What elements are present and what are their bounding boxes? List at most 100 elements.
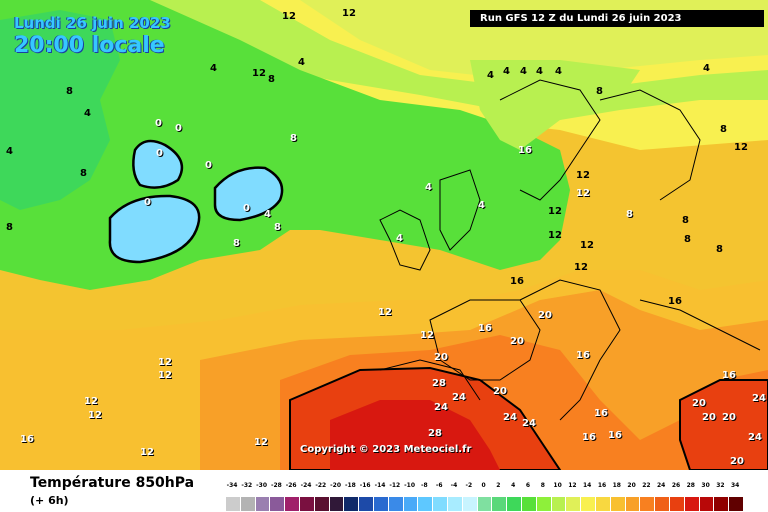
forecast-time: 20:00 locale	[14, 33, 165, 58]
contour-label: 0	[155, 118, 162, 129]
scale-tick-label: -34	[226, 482, 238, 489]
scale-swatch	[492, 497, 508, 511]
scale-tick-label: 20	[627, 482, 636, 489]
contour-label: 4	[520, 66, 527, 77]
contour-label: 28	[428, 428, 442, 439]
contour-label: 4	[6, 146, 13, 157]
contour-label: 8	[6, 222, 13, 233]
scale-swatch	[640, 497, 656, 511]
forecast-date: Lundi 26 juin 2023	[14, 14, 171, 32]
scale-swatch	[655, 497, 670, 511]
contour-label: 12	[282, 11, 296, 22]
contour-label: 8	[626, 209, 633, 220]
zone-east-hot	[679, 379, 768, 470]
contour-label: 12	[378, 307, 392, 318]
contour-label: 0	[144, 197, 151, 208]
contour-label: 4	[478, 200, 485, 211]
contour-label: 20	[538, 310, 552, 321]
contour-label: 8	[66, 86, 73, 97]
scale-tick-label: -10	[404, 482, 416, 489]
scale-tick-label: -24	[300, 482, 312, 489]
contour-label: 8	[290, 133, 297, 144]
contour-label: 8	[274, 222, 281, 233]
scale-swatch	[699, 497, 715, 511]
contour-label: 12	[158, 357, 172, 368]
contour-label: 12	[254, 437, 268, 448]
scale-tick-label: -30	[256, 482, 268, 489]
scale-swatch	[448, 497, 463, 511]
contour-label: 8	[80, 168, 87, 179]
contour-label: 12	[252, 68, 266, 79]
greenland-zone	[0, 10, 120, 210]
contour-label: 16	[478, 323, 492, 334]
scale-swatch	[596, 497, 611, 511]
scale-swatch	[684, 497, 700, 511]
scale-tick-label: -18	[344, 482, 356, 489]
scale-swatch	[610, 497, 626, 511]
scale-swatch	[536, 497, 552, 511]
model-run-label: Run GFS 12 Z du Lundi 26 juin 2023	[470, 10, 764, 27]
scale-swatch	[566, 497, 582, 511]
contour-label: 4	[396, 233, 403, 244]
contour-label: 24	[434, 402, 448, 413]
scale-tick-label: 26	[671, 482, 681, 489]
contour-label: 16	[668, 296, 682, 307]
scale-tick-label: 12	[568, 482, 577, 489]
scale-swatch	[374, 497, 389, 511]
scale-tick-label: 14	[583, 482, 592, 489]
scale-tick-label: -2	[465, 482, 473, 489]
contour-label: 4	[264, 209, 271, 220]
scale-swatch	[551, 497, 567, 511]
scale-swatch	[300, 497, 315, 511]
scale-swatch	[359, 497, 374, 511]
cold-pool-east	[213, 166, 284, 222]
scale-swatch	[581, 497, 596, 511]
scale-swatch	[714, 497, 730, 511]
temperature-map	[0, 0, 768, 470]
scale-swatch	[729, 497, 744, 511]
contour-label: 16	[582, 432, 596, 443]
scale-tick-label: -20	[330, 482, 342, 489]
contour-label: 8	[233, 238, 240, 249]
contour-label: 16	[608, 430, 622, 441]
contour-label: 4	[703, 63, 710, 74]
contour-label: 24	[452, 392, 466, 403]
scale-tick-label: -22	[315, 482, 327, 489]
scale-tick-label: 22	[642, 482, 651, 489]
contour-label: 12	[548, 206, 562, 217]
contour-label: 16	[20, 434, 34, 445]
contour-label: 20	[692, 398, 706, 409]
scale-tick-label: 10	[553, 482, 562, 489]
scale-tick-label: -12	[389, 482, 401, 489]
contour-label: 20	[434, 352, 448, 363]
contour-label: 20	[510, 336, 524, 347]
contour-label: 8	[682, 215, 689, 226]
scale-swatch	[522, 497, 537, 511]
scale-tick-label: 8	[540, 482, 545, 489]
contour-label: 20	[493, 386, 507, 397]
contour-label: 12	[342, 8, 356, 19]
scale-tick-label: 30	[701, 482, 710, 489]
scale-swatch	[670, 497, 685, 511]
scale-tick-label: 4	[511, 482, 516, 489]
contour-label: 8	[268, 74, 275, 85]
contour-label: 12	[548, 230, 562, 241]
contour-label: 24	[752, 393, 766, 404]
scale-swatch	[388, 497, 404, 511]
scale-swatch	[240, 497, 256, 511]
scale-swatch	[477, 497, 493, 511]
scale-swatch	[285, 497, 300, 511]
contour-label: 4	[210, 63, 217, 74]
scale-swatch	[344, 497, 360, 511]
scale-swatch	[329, 497, 345, 511]
cold-pool-north	[132, 139, 184, 189]
coastlines	[379, 79, 761, 421]
contour-label: 24	[522, 418, 536, 429]
scale-tick-label: -4	[450, 482, 458, 489]
contour-label: 16	[722, 370, 736, 381]
scale-tick-label: 24	[657, 482, 666, 489]
scale-tick-label: 0	[481, 482, 486, 489]
scale-swatch	[507, 497, 522, 511]
contour-label: 12	[158, 370, 172, 381]
